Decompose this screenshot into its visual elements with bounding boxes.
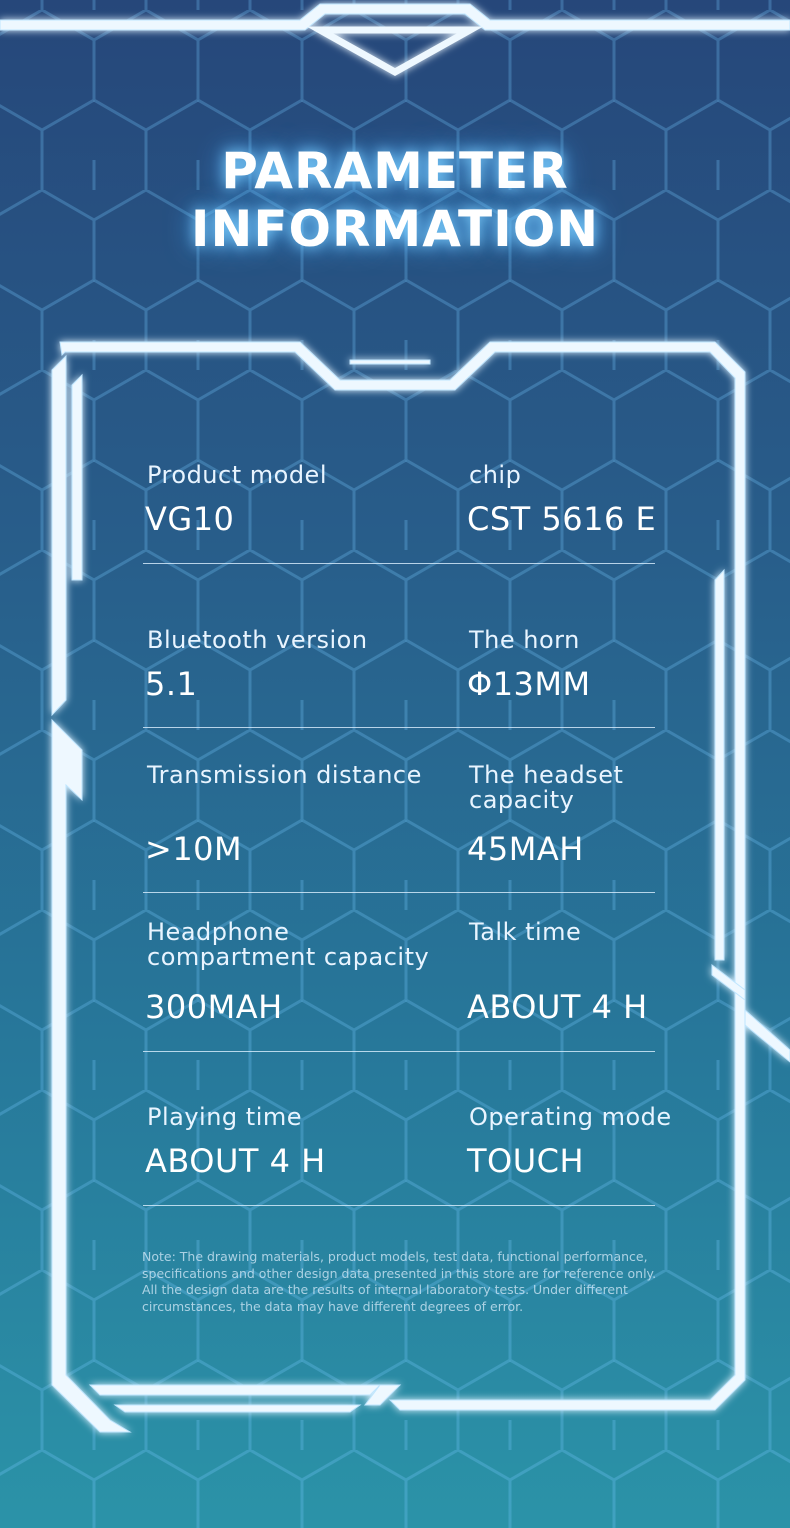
title-line: PARAMETER <box>221 142 569 200</box>
spec-label: Playing time <box>147 1103 303 1131</box>
divider <box>143 1051 655 1052</box>
divider <box>143 727 655 728</box>
spec-label: chip <box>469 461 522 489</box>
spec-label: Talk time <box>469 918 582 946</box>
divider <box>143 563 655 564</box>
note-line: All the design data are the results of i… <box>142 1282 628 1297</box>
spec-label: Bluetooth version <box>147 626 368 654</box>
note-line: circumstances, the data may have differe… <box>142 1298 524 1314</box>
spec-value: CST 5616 E <box>467 500 657 538</box>
spec-label: The headset capacity <box>469 761 624 814</box>
note-line: Note: The drawing materials, product mod… <box>142 1249 648 1264</box>
spec-label: Headphone compartment capacity <box>147 918 430 971</box>
spec-value: 300MAH <box>145 988 283 1026</box>
spec-value: ABOUT 4 H <box>145 1142 326 1180</box>
title-line: INFORMATION <box>190 200 600 258</box>
note-line: specifications and other design data pre… <box>142 1265 657 1281</box>
frame <box>0 3 790 1433</box>
spec-value: TOUCH <box>467 1142 585 1180</box>
spec-label: Transmission distance <box>147 761 422 789</box>
spec-value: ABOUT 4 H <box>467 988 648 1026</box>
spec-label: Operating mode <box>469 1103 672 1131</box>
spec-value: >10M <box>145 830 243 868</box>
divider <box>143 892 655 893</box>
divider <box>143 1205 655 1206</box>
spec-value: Φ13MM <box>467 665 591 703</box>
spec-value: 45MAH <box>467 830 584 868</box>
spec-label: The horn <box>469 626 580 654</box>
spec-label: Product model <box>147 461 327 489</box>
spec-value: VG10 <box>145 500 235 538</box>
spec-value: 5.1 <box>145 665 198 703</box>
